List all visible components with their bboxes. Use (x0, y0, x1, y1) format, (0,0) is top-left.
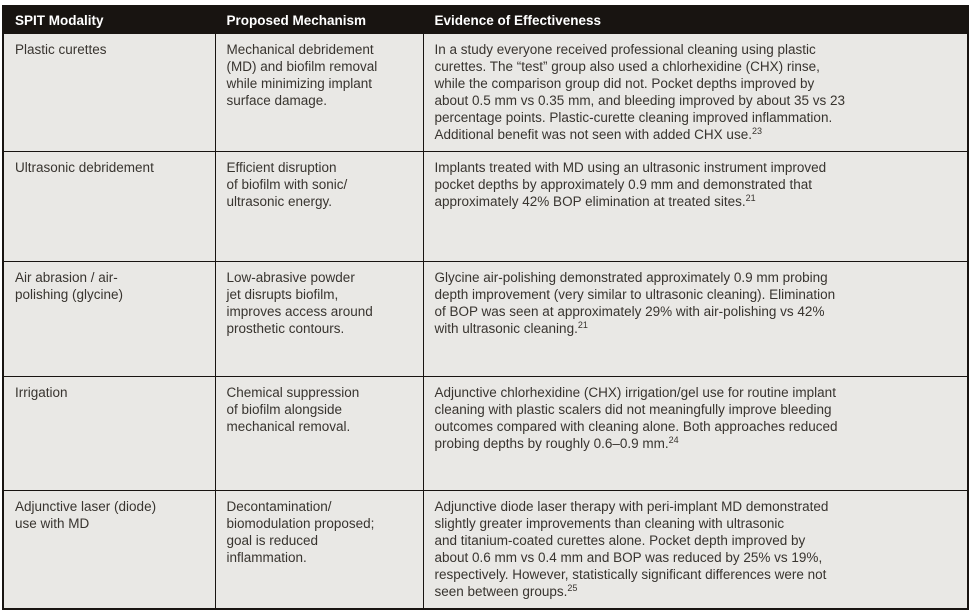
modality-cell: Adjunctive laser (diode) use with MD (2, 490, 216, 610)
evidence-text: Adjunctive diode laser therapy with peri… (434, 499, 829, 599)
citation-superscript: 23 (751, 126, 762, 136)
evidence-text: Glycine air-polishing demonstrated appro… (434, 270, 836, 336)
evidence-text: Adjunctive chlorhexidine (CHX) irrigatio… (434, 385, 838, 451)
evidence-cell: Adjunctive diode laser therapy with peri… (422, 490, 969, 610)
table-body: Plastic curettes Mechanical debridement … (2, 33, 969, 610)
column-header-evidence-of-effectiveness: Evidence of Effectiveness (422, 5, 969, 34)
evidence-cell: Implants treated with MD using an ultras… (422, 151, 969, 262)
mechanism-cell: Low-abrasive powder jet disrupts biofilm… (214, 261, 424, 377)
mechanism-cell: Efficient disruption of biofilm with son… (214, 151, 424, 262)
mechanism-cell: Chemical suppression of biofilm alongsid… (214, 376, 424, 491)
column-header-proposed-mechanism: Proposed Mechanism (214, 5, 424, 34)
mechanism-cell: Mechanical debridement (MD) and biofilm … (214, 33, 424, 152)
table-row-ultrasonic-debridement: Ultrasonic debridement Efficient disrupt… (2, 151, 969, 262)
citation-superscript: 25 (567, 583, 578, 593)
evidence-text: Implants treated with MD using an ultras… (434, 160, 827, 209)
evidence-cell: Glycine air-polishing demonstrated appro… (422, 261, 969, 377)
header-row: SPIT Modality Proposed Mechanism Evidenc… (2, 5, 969, 34)
spit-modality-table: SPIT Modality Proposed Mechanism Evidenc… (2, 5, 969, 610)
table-row-adjunctive-laser: Adjunctive laser (diode) use with MD Dec… (2, 490, 969, 610)
citation-superscript: 24 (668, 435, 679, 445)
evidence-cell: In a study everyone received professiona… (422, 33, 969, 152)
modality-cell: Ultrasonic debridement (2, 151, 216, 262)
mechanism-cell: Decontamination/ biomodulation proposed;… (214, 490, 424, 610)
table-row-irrigation: Irrigation Chemical suppression of biofi… (2, 376, 969, 491)
table-row-plastic-curettes: Plastic curettes Mechanical debridement … (2, 33, 969, 152)
table-header: SPIT Modality Proposed Mechanism Evidenc… (2, 5, 969, 34)
citation-superscript: 21 (745, 193, 756, 203)
evidence-text: In a study everyone received professiona… (434, 42, 845, 142)
evidence-cell: Adjunctive chlorhexidine (CHX) irrigatio… (422, 376, 969, 491)
modality-cell: Air abrasion / air- polishing (glycine) (2, 261, 216, 377)
modality-cell: Irrigation (2, 376, 216, 491)
citation-superscript: 21 (577, 320, 588, 330)
table-row-air-abrasion: Air abrasion / air- polishing (glycine) … (2, 261, 969, 377)
column-header-spit-modality: SPIT Modality (2, 5, 216, 34)
modality-cell: Plastic curettes (2, 33, 216, 152)
